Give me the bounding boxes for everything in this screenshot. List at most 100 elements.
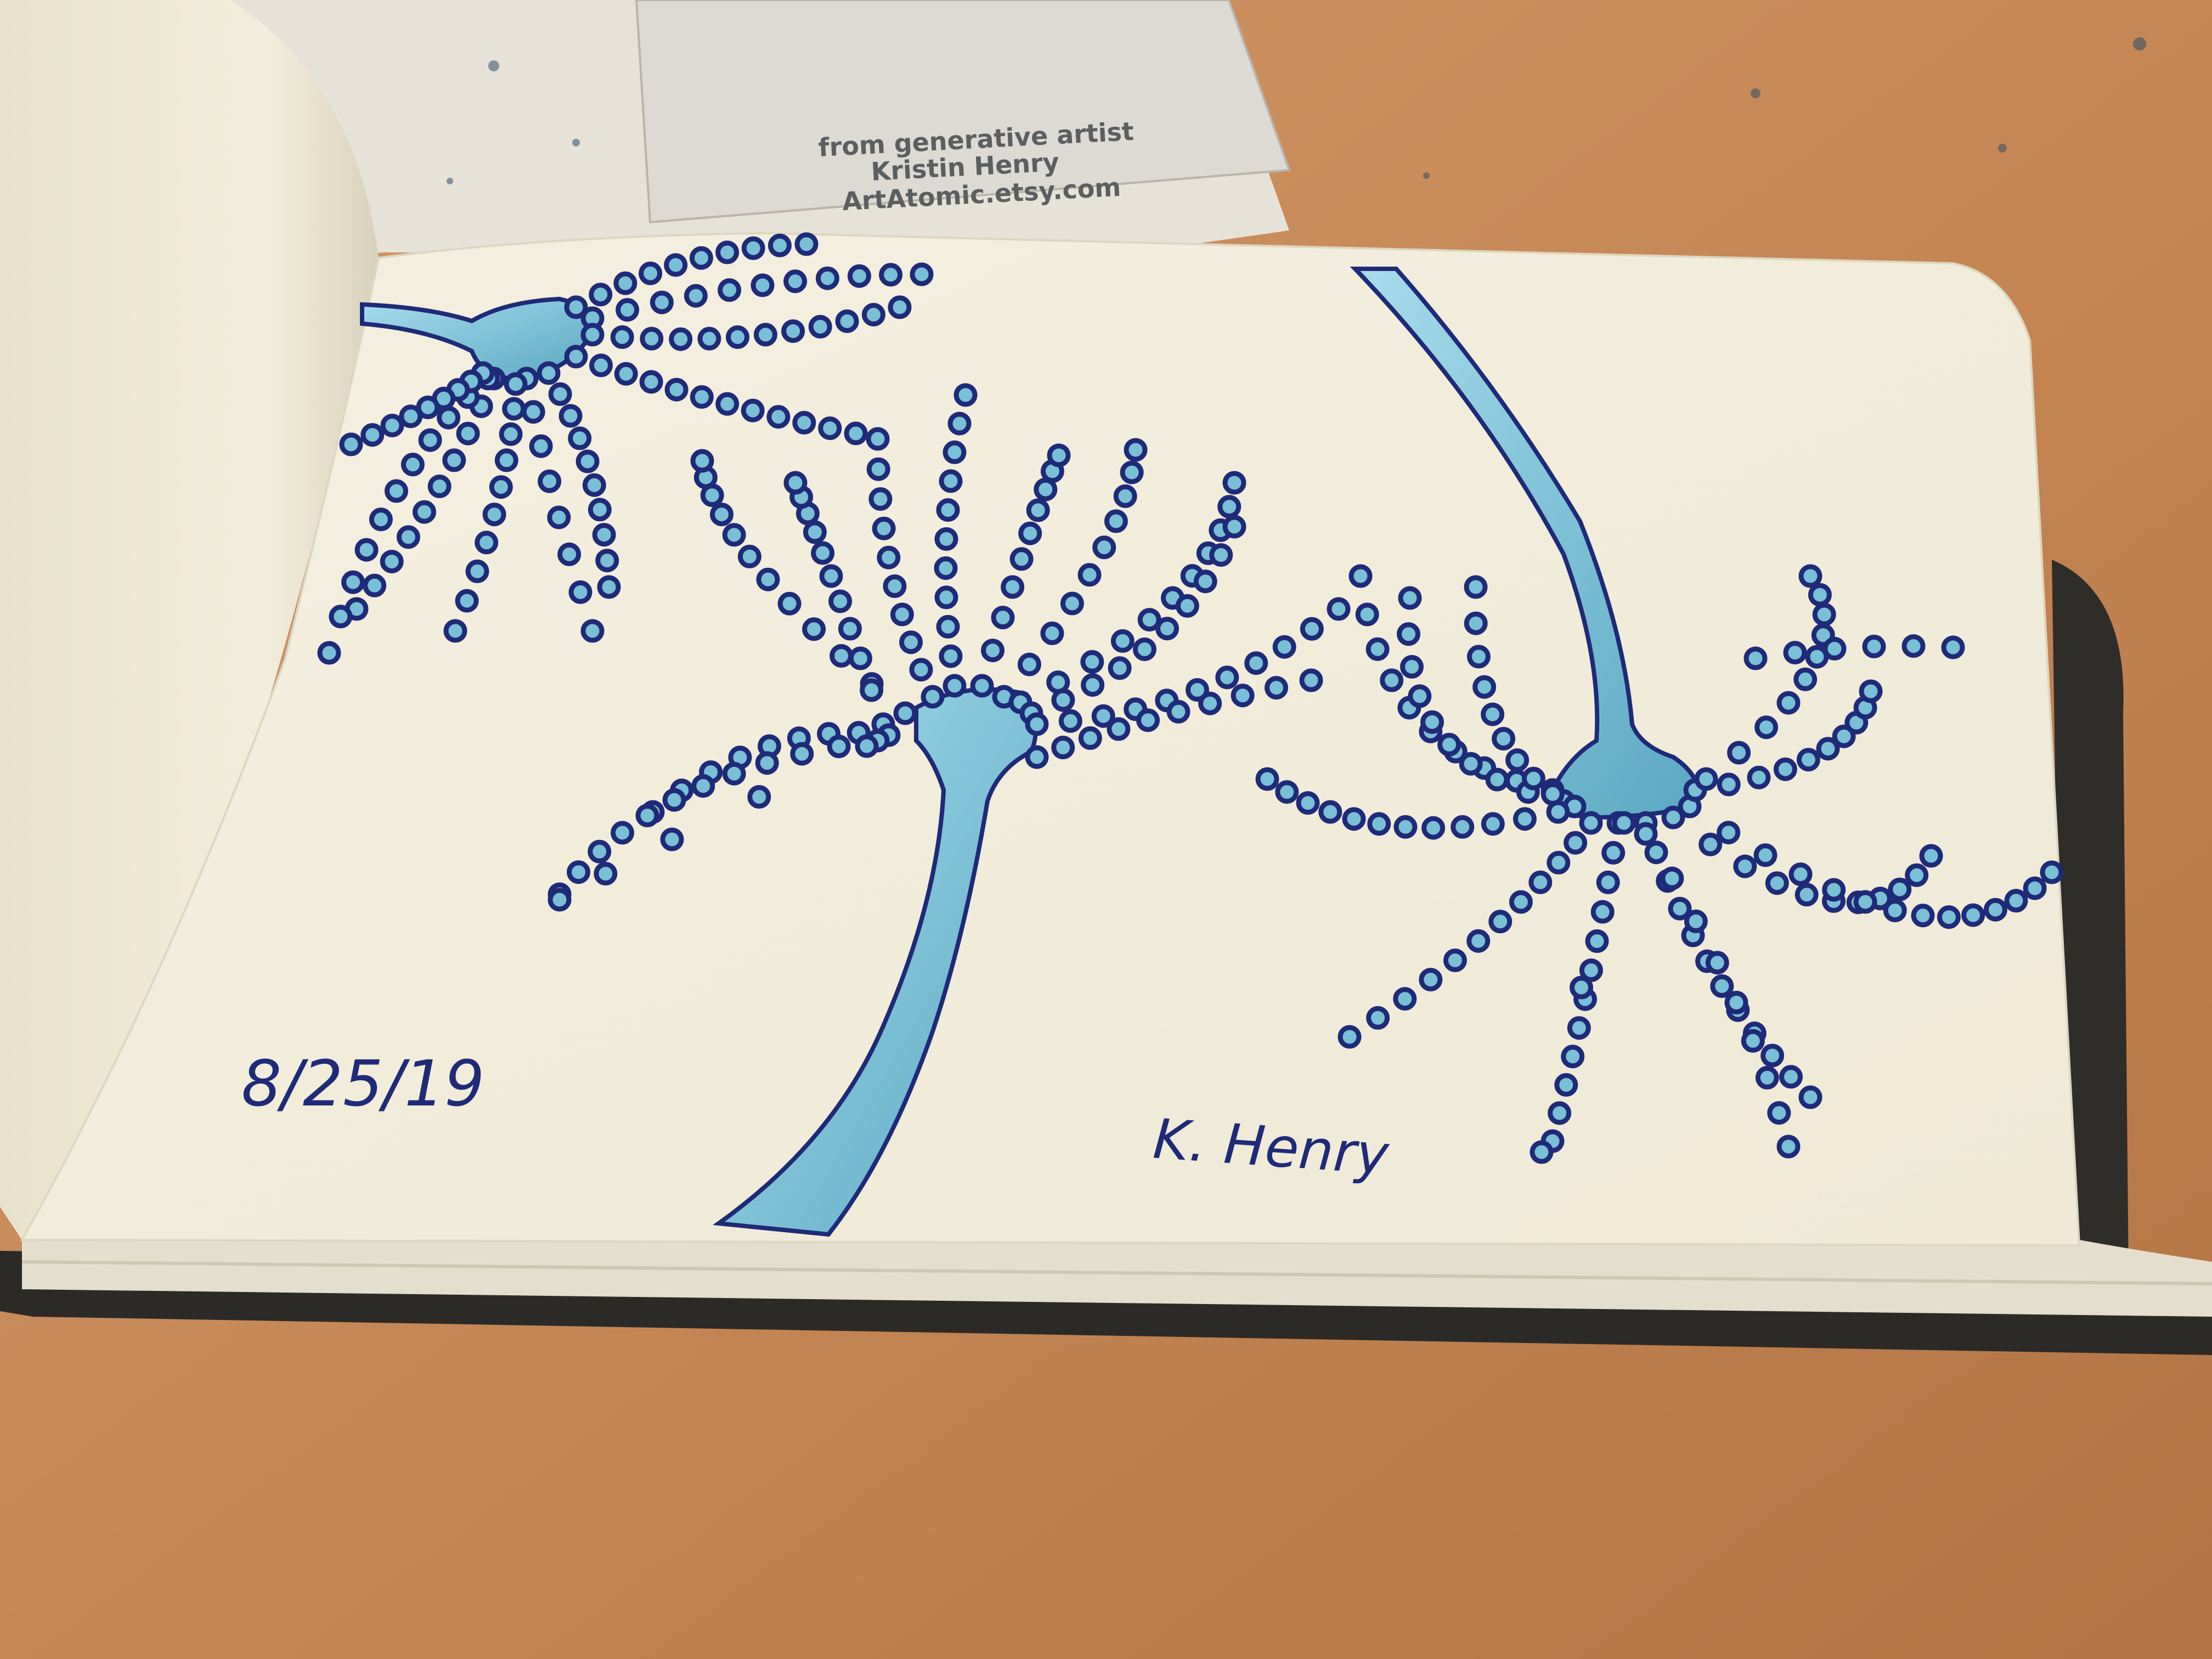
dendrite-dot [934, 556, 958, 580]
dendrite-dot [475, 531, 499, 555]
dendrite-dot [610, 325, 634, 349]
dendrite-dot [1026, 498, 1050, 522]
dendrite-dot [1937, 905, 1961, 929]
dendrite-dot [1299, 668, 1323, 692]
dendrite-dot [909, 658, 933, 682]
dendrite-dot [1327, 597, 1351, 621]
dendrite-dot [442, 448, 466, 472]
dendrite-dot [790, 742, 814, 766]
dendrite-dot [1175, 594, 1199, 618]
dendrite-dot [991, 606, 1015, 630]
dendrite-dot [1521, 766, 1545, 791]
dendrite-dot [465, 559, 489, 583]
dendrite-dot [737, 544, 761, 568]
dendrite-dot [1137, 608, 1161, 632]
dendrite-dot [861, 303, 885, 327]
dendrite-dot [1513, 807, 1537, 831]
dendrite-dot [1727, 741, 1751, 765]
dendrite-dot [380, 414, 404, 438]
dendrite-dot [1705, 951, 1729, 975]
dendrite-dot [890, 602, 914, 627]
dendrite-dot [1481, 812, 1505, 836]
dendrite-dot [855, 734, 879, 758]
dendrite-dot [1244, 651, 1268, 675]
dendrite-dot [1862, 634, 1886, 658]
dendrite-dot [883, 574, 907, 598]
dendrite-dot [564, 295, 588, 319]
dendrite-dot [1661, 805, 1685, 830]
dendrite-dot [1488, 910, 1513, 934]
dendrite-dot [1699, 832, 1723, 856]
dendrite-dot [369, 507, 393, 532]
dendrite-dot [1585, 929, 1609, 953]
dendrite-dot [1209, 543, 1233, 567]
dendrite-dot [1464, 611, 1488, 635]
dendrite-dot [588, 498, 612, 522]
dendrite-dot [1193, 569, 1217, 594]
dendrite-dot [899, 630, 923, 654]
dendrite-dot [329, 605, 353, 629]
dendrite-dot [635, 804, 659, 827]
dendrite-dot [830, 644, 854, 668]
dendrite-dot [1398, 586, 1422, 610]
dendrite-dot [611, 821, 634, 845]
dendrite-dot [939, 469, 963, 493]
dendrite-dot [1419, 968, 1443, 992]
dendrite-dot [1795, 883, 1819, 907]
dendrite-dot [489, 475, 513, 499]
dendrite-dot [1051, 736, 1075, 759]
dendrite-dot [722, 761, 746, 786]
dendrite-dot [1601, 840, 1626, 865]
dendrite-dot [1091, 704, 1115, 728]
dendrite-dot [1272, 635, 1296, 659]
dendrite-dot [1166, 699, 1190, 724]
dendrite-dot [1564, 831, 1588, 855]
dendrite-dot [1198, 691, 1222, 715]
dendrite-dot [697, 326, 721, 351]
dendrite-dot [538, 469, 562, 493]
dendrite-dot [741, 398, 765, 422]
dendrite-dot [580, 619, 605, 643]
dendrite-dot [1017, 652, 1041, 676]
dendrite-dot [1570, 975, 1593, 1000]
dendrite-dot [877, 545, 901, 569]
dendrite-dot [947, 411, 972, 436]
dendrite-dot [1355, 602, 1379, 627]
dendrite-dot [808, 315, 832, 338]
dendrite-dot [1941, 635, 1965, 659]
dendrite-dot [1443, 949, 1467, 972]
dendrite-dot [1567, 1016, 1591, 1040]
dendrite-dot [828, 589, 853, 613]
dendrite-dot [1092, 535, 1116, 560]
dendrite-dot [1590, 900, 1615, 924]
dendrite-dot [939, 644, 963, 668]
dendrite-dot [1859, 679, 1883, 703]
right-page [20, 232, 2081, 1247]
dendrite-dot [1776, 691, 1801, 715]
dendrite-dot [339, 432, 363, 456]
dendrite-dot [502, 397, 526, 421]
dendrite-dot [868, 487, 893, 511]
dendrite-dot [521, 400, 545, 424]
dendrite-dot [529, 434, 553, 458]
dendrite-dot [1741, 1029, 1765, 1053]
dendrite-dot [597, 575, 621, 599]
dendrite-dot [1796, 748, 1820, 772]
dendrite-dot [1492, 727, 1516, 751]
dendrite-dot [564, 345, 588, 369]
dendrite-dot [1222, 471, 1246, 495]
dendrite-dot [1733, 854, 1757, 878]
dendrite-dot [1275, 780, 1299, 804]
dendrite-dot [838, 617, 862, 641]
dendrite-dot [614, 362, 638, 386]
dendrite-dot [416, 396, 440, 419]
dendrite-dot [499, 422, 523, 446]
dendrite-dot [1832, 724, 1856, 748]
dendrite-dot [1754, 715, 1779, 740]
dendrite-dot [934, 585, 958, 610]
dendrite-dot [1579, 811, 1603, 835]
dendrite-dot [1853, 890, 1877, 914]
dendrite-dot [1528, 870, 1553, 894]
dendrite-dot [690, 385, 714, 409]
